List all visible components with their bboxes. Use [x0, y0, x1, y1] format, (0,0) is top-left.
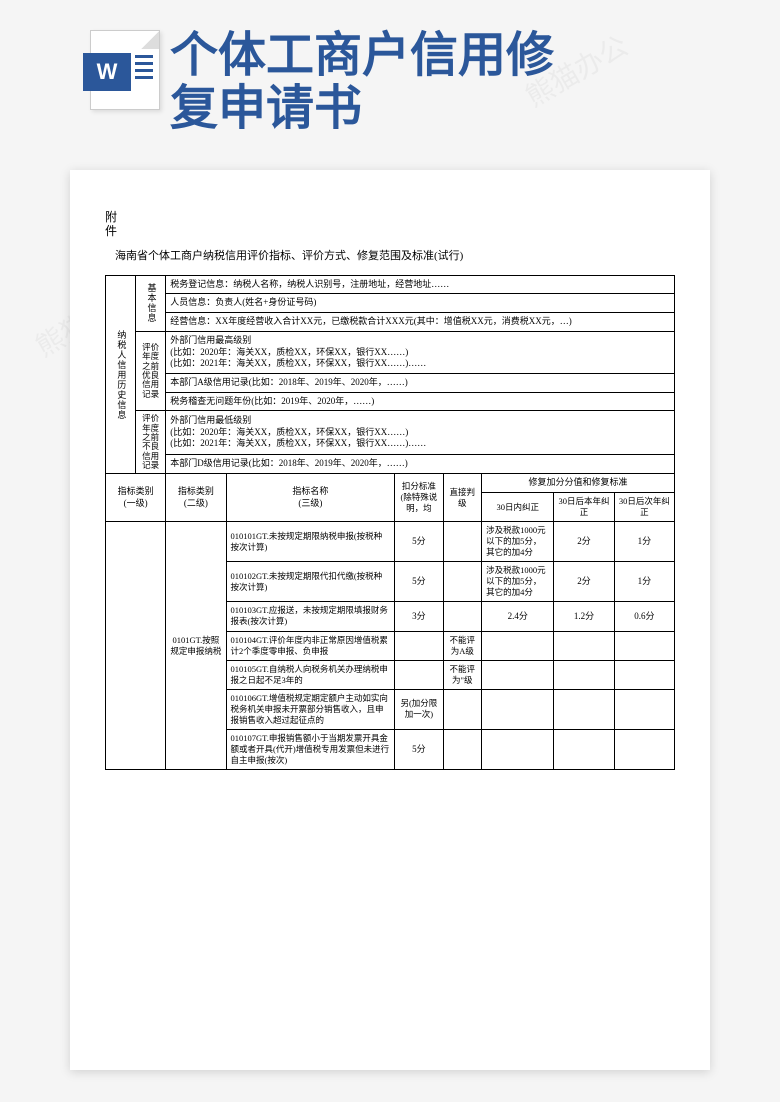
cell-judge: 不能评为"级 [443, 660, 482, 689]
cell-30dy: 2分 [554, 562, 614, 602]
good-record-row: 外部门信用最高级别 (比如：2020年：海关XX，质检XX，环保XX，银行XX…… [166, 331, 675, 373]
th-name: 指标名称 (三级) [226, 474, 395, 522]
good-record-label: 评价年度之前优良信用记录 [136, 331, 166, 410]
cell-deduct: 5分 [395, 562, 443, 602]
th-deduct: 扣分标准(除特殊说明，均 [395, 474, 443, 522]
cell-30d: 涉及税款1000元以下的加5分，其它的加4分 [482, 562, 554, 602]
cell-name: 010104GT.评价年度内非正常原因增值税累计2个季度零申报、负申报 [226, 631, 395, 660]
th-judge: 直接判级 [443, 474, 482, 522]
th-repair-group: 修复加分分值和修复标准 [482, 474, 675, 493]
cell-30d [482, 689, 554, 729]
good-record-row: 本部门A级信用记录(比如：2018年、2019年、2020年，……) [166, 373, 675, 392]
cell-30dny: 1分 [614, 562, 674, 602]
basic-info-row: 经营信息：XX年度经营收入合计XX元，已缴税款合计XXX元(其中：增值税XX元，… [166, 313, 675, 332]
bad-record-row: 外部门信用最低级别 (比如：2020年：海关XX，质检XX，环保XX，银行XX…… [166, 411, 675, 455]
cell-30dy [554, 660, 614, 689]
cell-deduct [395, 631, 443, 660]
basic-info-row: 税务登记信息：纳税人名称，纳税人识别号，注册地址，经营地址…… [166, 275, 675, 294]
cell-30dy [554, 729, 614, 769]
cell-30d [482, 631, 554, 660]
th-30dny: 30日后次年纠正 [614, 493, 674, 522]
cell-level2: 0101GT.按照规定申报纳税 [166, 522, 226, 770]
cell-judge: 不能评为A级 [443, 631, 482, 660]
cell-level1 [106, 522, 166, 770]
cell-name: 010103GT.应报送，未按规定期限填报财务报表(按次计算) [226, 602, 395, 631]
cell-deduct: 另(加分限加一次) [395, 689, 443, 729]
cell-30dy: 2分 [554, 522, 614, 562]
cell-30dy: 1.2分 [554, 602, 614, 631]
cell-deduct: 5分 [395, 522, 443, 562]
cell-judge [443, 602, 482, 631]
cell-name: 010102GT.未按规定期限代扣代缴(按税种按次计算) [226, 562, 395, 602]
cell-name: 010107GT.申报销售额小于当期发票开具金额或者开具(代开)增值税专用发票但… [226, 729, 395, 769]
basic-info-label: 基本信息 [136, 275, 166, 331]
word-badge: W [83, 53, 131, 91]
cell-30d: 2.4分 [482, 602, 554, 631]
template-header: W 个体工商户信用修 复申请书 [90, 30, 554, 136]
bad-record-label: 评价年度之前不良信用记录 [136, 411, 166, 474]
cell-deduct [395, 660, 443, 689]
cell-30dny [614, 689, 674, 729]
cell-30dy [554, 631, 614, 660]
cell-judge [443, 562, 482, 602]
cell-30dny: 0.6分 [614, 602, 674, 631]
section-vertical-label: 纳税人信用历史信息 [106, 275, 136, 474]
cell-30dny [614, 729, 674, 769]
template-title: 个体工商户信用修 复申请书 [170, 30, 554, 136]
cell-30d [482, 729, 554, 769]
good-record-row: 税务稽查无问题年份(比如：2019年、2020年，……) [166, 392, 675, 411]
cell-30d [482, 660, 554, 689]
cell-name: 010105GT.自纳税人向税务机关办理纳税申报之日起不足3年的 [226, 660, 395, 689]
title-line2: 复申请书 [170, 83, 554, 136]
cell-30dny [614, 660, 674, 689]
th-30dy: 30日后本年纠正 [554, 493, 614, 522]
cell-judge [443, 522, 482, 562]
cell-name: 010101GT.未按规定期限纳税申报(按税种按次计算) [226, 522, 395, 562]
th-level1: 指标类别 (一级) [106, 474, 166, 522]
main-table: 纳税人信用历史信息 基本信息 税务登记信息：纳税人名称，纳税人识别号，注册地址，… [105, 275, 675, 770]
cell-deduct: 3分 [395, 602, 443, 631]
cell-name: 010106GT.增值税规定期定额户主动如实向税务机关申报未开票部分销售收入，且… [226, 689, 395, 729]
bad-record-row: 本部门D级信用记录(比如：2018年、2019年、2020年，……) [166, 454, 675, 473]
table-row: 0101GT.按照规定申报纳税 010101GT.未按规定期限纳税申报(按税种按… [106, 522, 675, 562]
cell-30dy [554, 689, 614, 729]
th-level2: 指标类别 (二级) [166, 474, 226, 522]
title-line1: 个体工商户信用修 [170, 30, 554, 83]
word-file-icon: W [90, 30, 160, 110]
cell-judge [443, 689, 482, 729]
th-30d: 30日内纠正 [482, 493, 554, 522]
basic-info-row: 人员信息：负责人(姓名+身份证号码) [166, 294, 675, 313]
document-subtitle: 海南省个体工商户纳税信用评价指标、评价方式、修复范围及标准(试行) [115, 247, 675, 263]
cell-deduct: 5分 [395, 729, 443, 769]
word-lines-icon [135, 55, 153, 83]
cell-30dny [614, 631, 674, 660]
cell-30d: 涉及税款1000元以下的加5分，其它的加4分 [482, 522, 554, 562]
document-page: 附件 海南省个体工商户纳税信用评价指标、评价方式、修复范围及标准(试行) 纳税人… [70, 170, 710, 1070]
cell-30dny: 1分 [614, 522, 674, 562]
cell-judge [443, 729, 482, 769]
attachment-label: 附件 [105, 210, 117, 239]
